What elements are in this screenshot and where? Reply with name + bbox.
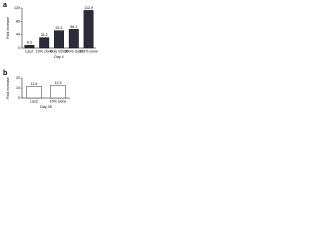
y-tick-label: 0 (18, 46, 20, 50)
value-label: 8.3 (27, 41, 32, 45)
panel-label: b (3, 70, 7, 77)
value-label: 52.2 (56, 26, 63, 30)
bar (68, 29, 79, 49)
value-label: 31.2 (41, 33, 48, 37)
y-tick-label: 20 (16, 76, 20, 80)
value-label: 11.6 (31, 82, 38, 86)
value-label: 12.3 (55, 81, 62, 85)
y-axis-label: Fold increase (6, 77, 10, 99)
panel-label: a (3, 2, 7, 9)
x-tick-label: Poly VEGF (50, 49, 69, 53)
bar (83, 10, 94, 49)
x-tick-label: 10% clone (36, 49, 53, 53)
x-tick-label: 325% clone (79, 49, 98, 53)
figure: a Fold increase 0 40 80 120 8.3 LacZ 31.2 10% clo… (3, 2, 98, 109)
x-tick-label: 100% clone (64, 49, 83, 53)
bar (54, 30, 64, 49)
x-axis-label: Day 4 (54, 55, 63, 59)
x-tick-label: 10% clone (50, 99, 67, 103)
value-label: 56.1 (70, 25, 77, 29)
y-tick-label: 40 (16, 33, 20, 37)
x-tick-label: LacZ (25, 49, 34, 53)
x-axis-label: Day 28 (40, 105, 51, 109)
y-tick-label: 80 (16, 19, 20, 23)
y-tick-label: 120 (14, 6, 20, 10)
x-tick-label: LacZ (30, 99, 39, 103)
bar (26, 86, 42, 99)
bar (50, 85, 66, 99)
y-axis-label: Fold increase (6, 17, 10, 39)
y-tick-label: 0 (18, 96, 20, 100)
y-tick-label: 10 (16, 86, 20, 90)
value-label: 112.9 (84, 6, 93, 10)
bar (39, 37, 50, 49)
bar (24, 45, 35, 49)
